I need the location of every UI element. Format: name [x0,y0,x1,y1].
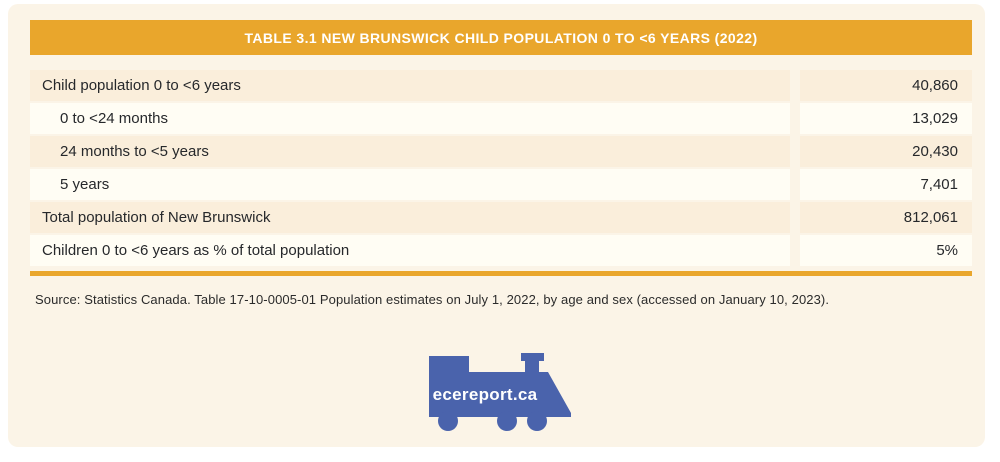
row-label: 5 years [30,169,790,200]
yellow-divider [30,271,972,276]
row-label: 0 to <24 months [30,103,790,134]
table-row: Total population of New Brunswick 812,06… [30,202,972,233]
table-row: Child population 0 to <6 years 40,860 [30,70,972,101]
data-table: Child population 0 to <6 years 40,860 0 … [30,70,972,266]
train-icon: ecereport.ca [429,353,571,431]
ecereport-logo: ecereport.ca [30,351,972,435]
source-note: Source: Statistics Canada. Table 17-10-0… [35,292,830,307]
row-value: 812,061 [800,202,972,233]
train-wheel-icon [527,411,547,431]
train-logo-text: ecereport.ca [433,385,538,404]
row-label: Total population of New Brunswick [30,202,790,233]
row-value: 40,860 [800,70,972,101]
row-value: 13,029 [800,103,972,134]
row-label: Children 0 to <6 years as % of total pop… [30,235,790,266]
table-row: 0 to <24 months 13,029 [30,103,972,134]
report-panel: TABLE 3.1 NEW BRUNSWICK CHILD POPULATION… [8,4,985,447]
table-header-bar: TABLE 3.1 NEW BRUNSWICK CHILD POPULATION… [30,20,972,55]
row-value: 7,401 [800,169,972,200]
train-wheel-icon [497,411,517,431]
train-wheel-icon [438,411,458,431]
table-row: 5 years 7,401 [30,169,972,200]
row-label: Child population 0 to <6 years [30,70,790,101]
table-content: TABLE 3.1 NEW BRUNSWICK CHILD POPULATION… [30,20,972,435]
row-value: 20,430 [800,136,972,167]
row-value: 5% [800,235,972,266]
table-title: TABLE 3.1 NEW BRUNSWICK CHILD POPULATION… [244,29,758,46]
train-body-shape [429,353,571,417]
row-label: 24 months to <5 years [30,136,790,167]
table-row: Children 0 to <6 years as % of total pop… [30,235,972,266]
table-row: 24 months to <5 years 20,430 [30,136,972,167]
